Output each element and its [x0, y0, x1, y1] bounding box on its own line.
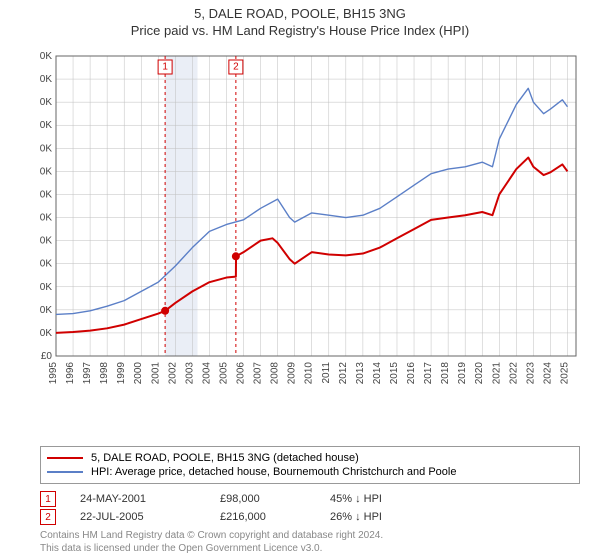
chart-header: 5, DALE ROAD, POOLE, BH15 3NG Price paid… — [0, 0, 600, 38]
y-tick-label: £150K — [40, 282, 52, 293]
chart-svg: £0 £50K £100K £150K £200K £250K £300K £350K £400… — [40, 48, 580, 398]
legend-swatch — [47, 471, 83, 473]
y-tick-label: £450K — [40, 143, 52, 154]
y-tick-label: £250K — [40, 236, 52, 247]
y-tick-label: £0 — [41, 351, 53, 362]
x-tick-label: 2007 — [253, 362, 264, 385]
x-tick-label: 2013 — [355, 362, 366, 385]
x-tick-label: 2004 — [201, 362, 212, 385]
chart-subtitle: Price paid vs. HM Land Registry's House … — [0, 23, 600, 38]
sales-diff: 26% ↓ HPI — [330, 511, 450, 523]
sale-marker-label: 2 — [233, 62, 239, 73]
x-tick-label: 2001 — [150, 362, 161, 385]
x-tick-label: 2010 — [304, 362, 315, 385]
shaded-band — [165, 56, 197, 356]
sales-diff: 45% ↓ HPI — [330, 493, 450, 505]
x-tick-label: 1999 — [116, 362, 127, 385]
x-tick-label: 2016 — [406, 362, 417, 385]
x-tick-label: 2018 — [440, 362, 451, 385]
footer-line-2: This data is licensed under the Open Gov… — [40, 543, 383, 556]
x-tick-label: 1998 — [99, 362, 110, 385]
x-tick-label: 2025 — [559, 362, 570, 385]
legend-row: 5, DALE ROAD, POOLE, BH15 3NG (detached … — [47, 451, 573, 465]
x-tick-label: 2019 — [457, 362, 468, 385]
y-tick-label: £500K — [40, 120, 52, 131]
footer-line-1: Contains HM Land Registry data © Crown c… — [40, 530, 383, 543]
y-tick-label: £50K — [40, 328, 52, 339]
x-tick-label: 1996 — [65, 362, 76, 385]
license-footer: Contains HM Land Registry data © Crown c… — [40, 530, 383, 555]
y-tick-label: £350K — [40, 189, 52, 200]
x-tick-label: 2015 — [389, 362, 400, 385]
x-tick-label: 2024 — [542, 362, 553, 385]
legend-label: 5, DALE ROAD, POOLE, BH15 3NG (detached … — [91, 452, 359, 464]
sales-marker-box: 2 — [40, 509, 56, 525]
sales-marker-box: 1 — [40, 491, 56, 507]
sales-date: 22-JUL-2005 — [80, 511, 220, 523]
sales-date: 24-MAY-2001 — [80, 493, 220, 505]
sale-marker-dot — [161, 307, 169, 315]
sales-price: £216,000 — [220, 511, 330, 523]
legend-row: HPI: Average price, detached house, Bour… — [47, 465, 573, 479]
x-tick-label: 2022 — [508, 362, 519, 385]
x-tick-label: 2014 — [372, 362, 383, 385]
x-tick-label: 2009 — [287, 362, 298, 385]
y-tick-label: £550K — [40, 97, 52, 108]
x-tick-label: 2020 — [474, 362, 485, 385]
legend: 5, DALE ROAD, POOLE, BH15 3NG (detached … — [40, 446, 580, 484]
x-tick-label: 1995 — [48, 362, 59, 385]
legend-swatch — [47, 457, 83, 459]
x-tick-label: 2023 — [525, 362, 536, 385]
x-tick-label: 1997 — [82, 362, 93, 385]
sales-table: 1 24-MAY-2001£98,00045% ↓ HPI 2 22-JUL-2005… — [40, 490, 450, 526]
x-tick-label: 2000 — [133, 362, 144, 385]
sale-marker-label: 1 — [162, 62, 168, 73]
sale-marker-dot — [232, 252, 240, 260]
y-tick-label: £100K — [40, 305, 52, 316]
x-tick-label: 2003 — [184, 362, 195, 385]
sales-price: £98,000 — [220, 493, 330, 505]
sales-row: 2 22-JUL-2005£216,00026% ↓ HPI — [40, 508, 450, 526]
y-tick-label: £200K — [40, 259, 52, 270]
x-tick-label: 2008 — [270, 362, 281, 385]
legend-label: HPI: Average price, detached house, Bour… — [91, 466, 456, 478]
y-tick-label: £300K — [40, 213, 52, 224]
x-tick-label: 2017 — [423, 362, 434, 385]
x-tick-label: 2011 — [321, 362, 332, 384]
x-tick-label: 2006 — [236, 362, 247, 385]
plot-border — [56, 56, 576, 356]
chart-title: 5, DALE ROAD, POOLE, BH15 3NG — [0, 6, 600, 21]
sales-row: 1 24-MAY-2001£98,00045% ↓ HPI — [40, 490, 450, 508]
x-tick-label: 2005 — [218, 362, 229, 385]
y-tick-label: £600K — [40, 74, 52, 85]
y-tick-label: £650K — [40, 51, 52, 62]
x-tick-label: 2002 — [167, 362, 178, 385]
price-chart: £0 £50K £100K £150K £200K £250K £300K £350K £400… — [40, 48, 580, 398]
x-tick-label: 2012 — [338, 362, 349, 385]
y-tick-label: £400K — [40, 166, 52, 177]
x-tick-label: 2021 — [491, 362, 502, 385]
